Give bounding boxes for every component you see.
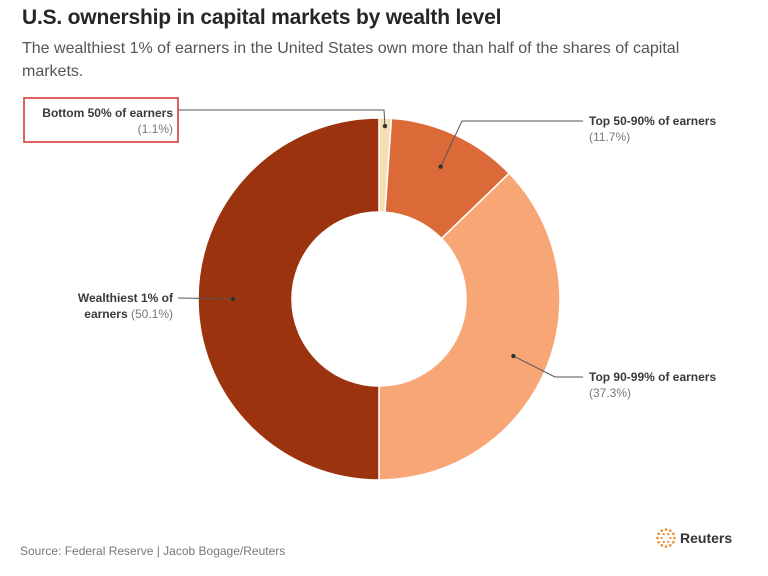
- leader-dot-top-50-90-of-earners: [438, 164, 443, 169]
- chart-subtitle: The wealthiest 1% of earners in the Unit…: [22, 40, 680, 80]
- reuters-logo: Reuters: [655, 528, 732, 548]
- highlight-box: [23, 97, 179, 143]
- slice-label-top-50-90-of-earners: Top 50-90% of earners (11.7%): [589, 114, 716, 144]
- slice-wealthiest-1-of-earners: [197, 117, 380, 481]
- slice-label-top-90-99-of-earners: Top 90-99% of earners (37.3%): [589, 370, 716, 400]
- reuters-wordmark: Reuters: [680, 530, 733, 546]
- reuters-mark-icon: [656, 528, 676, 548]
- source-note: Source: Federal Reserve | Jacob Bogage/R…: [20, 544, 286, 558]
- leader-line-wealthiest-1-of-earners: [177, 297, 234, 300]
- slice-top-90-99-of-earners: [378, 172, 561, 481]
- leader-line-top-50-90-of-earners: [440, 120, 583, 167]
- slice-label-wealthiest-1-of-earners: Wealthiest 1% of earners (50.1%): [78, 291, 174, 321]
- slice-label-bottom-50-of-earners: Bottom 50% of earners (1.1%): [42, 106, 173, 136]
- chart-title: U.S. ownership in capital markets by wea…: [22, 6, 502, 29]
- leader-dot-bottom-50-of-earners: [382, 123, 388, 129]
- leader-line-top-90-99-of-earners: [513, 355, 583, 378]
- leader-dot-top-90-99-of-earners: [511, 353, 516, 359]
- leader-line-bottom-50-of-earners: [178, 109, 386, 127]
- leader-dot-wealthiest-1-of-earners: [230, 296, 236, 302]
